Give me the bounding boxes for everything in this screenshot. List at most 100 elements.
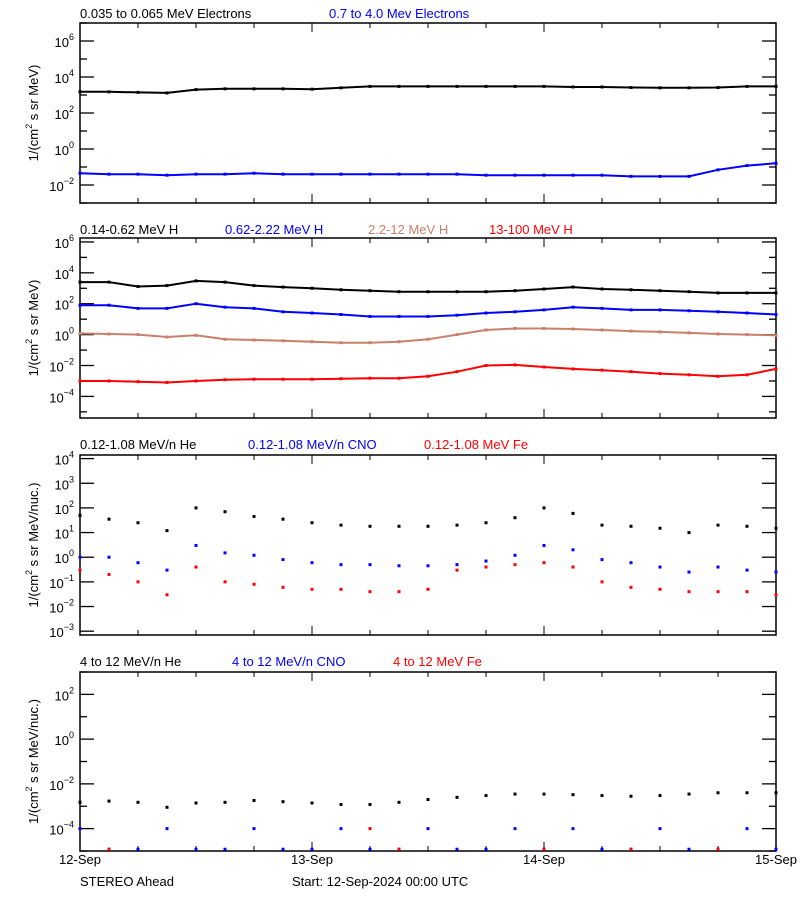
y-tick-label: 100 [55, 730, 74, 748]
data-point [774, 333, 778, 337]
y-tick-base: 10 [55, 551, 69, 566]
data-point [716, 523, 720, 527]
data-point [716, 565, 720, 569]
y-tick-base: 10 [49, 179, 63, 194]
data-point [687, 570, 691, 574]
data-point [426, 827, 430, 831]
series-4 [78, 363, 778, 384]
data-point [513, 827, 517, 831]
y-axis-label-part: s sr MeV) [26, 280, 41, 339]
data-point [484, 794, 488, 798]
start-time-label: Start: 12-Sep-2024 00:00 UTC [292, 874, 468, 889]
y-axis-label-part: s sr MeV/nuc.) [26, 483, 41, 570]
y-tick-label: 100 [55, 326, 74, 344]
data-point [78, 568, 82, 572]
data-point [600, 847, 604, 851]
y-axis-label-part: s sr MeV/nuc.) [26, 699, 41, 786]
data-point [455, 795, 459, 799]
y-tick-label: 10−4 [49, 387, 74, 405]
data-point [716, 791, 720, 795]
data-point [716, 590, 720, 594]
data-point [107, 517, 111, 521]
data-point [455, 563, 459, 567]
series-line [79, 162, 777, 178]
data-point [310, 847, 314, 851]
data-point [542, 543, 546, 547]
data-point [310, 587, 314, 591]
y-tick-base: 10 [49, 778, 63, 793]
legend-entry: 4 to 12 MeV Fe [393, 654, 482, 669]
data-point [774, 526, 778, 530]
y-tick-label: 100 [55, 548, 74, 566]
y-tick-exponent: 2 [69, 499, 74, 509]
plot-frame [79, 454, 777, 636]
y-tick-base: 10 [55, 688, 69, 703]
data-point [194, 565, 198, 569]
data-point [368, 590, 372, 594]
data-point [107, 572, 111, 576]
data-point [136, 847, 140, 851]
legend-entry: 13-100 MeV H [489, 222, 573, 237]
data-point [78, 800, 82, 804]
y-tick-exponent: 6 [69, 233, 74, 243]
y-tick-label: 104 [55, 68, 74, 86]
y-tick-base: 10 [49, 625, 63, 640]
data-point [136, 580, 140, 584]
data-point [687, 590, 691, 594]
y-tick-base: 10 [55, 143, 69, 158]
panel-1: 0.035 to 0.065 MeV Electrons 0.7 to 4.0 M… [24, 6, 778, 204]
data-point [571, 548, 575, 552]
data-point [600, 558, 604, 562]
data-point [484, 559, 488, 563]
y-tick-exponent: −2 [64, 357, 74, 367]
y-tick-exponent: 2 [69, 104, 74, 114]
x-tick-label: 13-Sep [291, 852, 333, 867]
series-3 [78, 326, 778, 345]
y-axis-label: 1/(cm2 s sr MeV/nuc.) [24, 699, 41, 824]
y-tick-exponent: 0 [69, 730, 74, 740]
data-point [223, 847, 227, 851]
x-tick-label: 14-Sep [523, 852, 565, 867]
y-tick-base: 10 [55, 477, 69, 492]
y-tick-base: 10 [55, 502, 69, 517]
series-2 [78, 302, 778, 318]
y-tick-exponent: −1 [64, 573, 74, 583]
data-point [513, 792, 517, 796]
legend-entry: 4 to 12 MeV/n He [80, 654, 181, 669]
data-point [223, 800, 227, 804]
series-line [80, 279, 776, 294]
y-tick-base: 10 [55, 107, 69, 122]
legend-entry: 0.62-2.22 MeV H [225, 222, 323, 237]
series-3 [107, 827, 720, 851]
panel-2: 0.14-0.62 MeV H 0.62-2.22 MeV H 2.2-12 MeV… [24, 222, 778, 419]
data-point [484, 565, 488, 569]
data-point [745, 590, 749, 594]
y-tick-label: 10−4 [49, 820, 74, 838]
data-point [397, 524, 401, 528]
data-point [774, 847, 778, 851]
legend-entry: 0.14-0.62 MeV H [80, 222, 178, 237]
data-point [310, 521, 314, 525]
y-axis-label-part: 1/(cm [26, 791, 41, 824]
data-point [455, 568, 459, 572]
y-axis-label-superscript: 2 [24, 570, 34, 575]
series-2 [78, 543, 778, 574]
y-tick-base: 10 [55, 298, 69, 313]
series-1 [78, 84, 778, 95]
y-tick-label: 10−2 [49, 775, 74, 793]
data-point [745, 791, 749, 795]
y-tick-exponent: 0 [69, 140, 74, 150]
data-point [368, 802, 372, 806]
data-point [252, 827, 256, 831]
data-point [339, 802, 343, 806]
y-axis-label-superscript: 2 [24, 124, 34, 129]
data-point [107, 847, 111, 851]
data-point [658, 827, 662, 831]
data-point [629, 794, 633, 798]
data-point [658, 587, 662, 591]
panel-3: 0.12-1.08 MeV/n He 0.12-1.08 MeV/n CNO 0.1… [24, 437, 778, 640]
data-point [78, 827, 82, 831]
panel-4: 4 to 12 MeV/n He 4 to 12 MeV/n CNO 4 to 12… [24, 654, 778, 852]
data-point [78, 555, 82, 559]
y-tick-exponent: 1 [69, 524, 74, 534]
